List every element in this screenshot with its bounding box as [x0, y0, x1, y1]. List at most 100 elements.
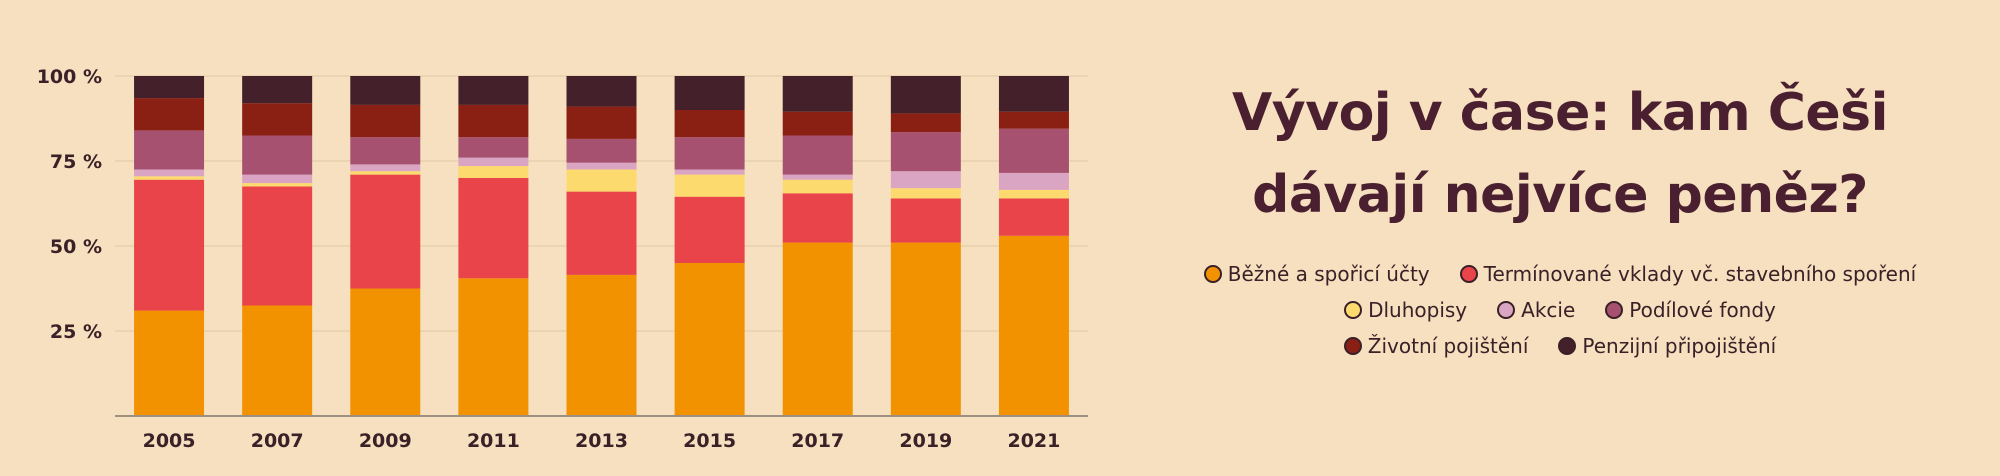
chart-title: Vývoj v čase: kam Češi dávají nejvíce pe…	[1150, 72, 1970, 236]
legend-item-podilove-fondy: Podílové fondy	[1605, 298, 1776, 322]
bar-segment	[674, 196, 745, 263]
legend-swatch	[1203, 265, 1222, 283]
bar-segment	[134, 176, 205, 180]
bar-segment	[134, 130, 205, 170]
bar-segment	[242, 174, 313, 184]
bar-segment	[458, 76, 529, 105]
bar-segment	[782, 179, 853, 194]
legend-swatch	[1497, 301, 1516, 319]
legend-swatch	[1343, 337, 1362, 355]
bar-segment	[458, 157, 529, 167]
bar-segment	[350, 174, 421, 289]
chart-title-line-1: Vývoj v čase: kam Češi	[1232, 83, 1888, 143]
bar-segment	[998, 198, 1069, 236]
bar-segment	[242, 103, 313, 136]
legend-item-dluhopisy: Dluhopisy	[1344, 298, 1467, 322]
bar-segment	[566, 169, 637, 192]
bar-segment	[134, 310, 205, 416]
legend-row-3: Životní pojištění Penzijní připojištění	[1150, 334, 1970, 358]
bar-segment	[566, 106, 637, 139]
bar-segment	[782, 242, 853, 416]
x-tick-label: 2013	[575, 430, 628, 452]
bar-segment	[998, 111, 1069, 129]
bar-segment	[674, 174, 745, 197]
bar-segment	[998, 235, 1069, 416]
legend-label: Dluhopisy	[1368, 298, 1468, 322]
legend-item-akcie: Akcie	[1497, 298, 1575, 322]
bar-segment	[890, 113, 961, 133]
legend-item-terminovane-vklady: Termínované vklady vč. stavebního spořen…	[1459, 262, 1917, 286]
bar-segment	[782, 174, 853, 180]
legend-label: Termínované vklady vč. stavebního spořen…	[1483, 262, 1917, 286]
bar-segment	[458, 137, 529, 158]
x-tick-label: 2007	[251, 430, 304, 452]
legend: Běžné a spořicí účty Termínované vklady …	[1150, 262, 1970, 358]
bar-segment	[566, 274, 637, 416]
legend-item-penzijni-pripojisteni: Penzijní připojištění	[1558, 334, 1776, 358]
legend-row-2: Dluhopisy Akcie Podílové fondy	[1150, 298, 1970, 322]
bar-segment	[242, 186, 313, 306]
bar-segment	[242, 183, 313, 187]
bar-segment	[890, 76, 961, 114]
legend-swatch	[1344, 301, 1363, 319]
legend-swatch	[1459, 265, 1478, 283]
bar-segment	[350, 76, 421, 105]
legend-label: Penzijní připojištění	[1582, 334, 1777, 358]
bar-segment	[674, 169, 745, 175]
legend-row-1: Běžné a spořicí účty Termínované vklady …	[1150, 262, 1970, 286]
bar-segment	[566, 191, 637, 275]
bar-segment	[998, 76, 1069, 112]
x-tick-label: 2005	[143, 430, 196, 452]
legend-swatch	[1558, 337, 1577, 355]
bar-segment	[890, 132, 961, 172]
bar-segment	[674, 110, 745, 138]
bar-segment	[134, 179, 205, 311]
bar-segment	[890, 242, 961, 416]
bar-segment	[458, 104, 529, 138]
y-tick-label: 100 %	[37, 66, 102, 88]
legend-label: Akcie	[1521, 298, 1576, 322]
bar-segment	[242, 76, 313, 104]
x-tick-label: 2017	[791, 430, 844, 452]
bar-segment	[458, 166, 529, 178]
bar-segment	[134, 76, 205, 99]
y-tick-label: 50 %	[50, 236, 102, 258]
bar-segment	[998, 189, 1069, 199]
bar-segment	[350, 164, 421, 172]
x-tick-label: 2015	[683, 430, 736, 452]
bar-segment	[782, 76, 853, 112]
chart-svg: 25 % 50 % 75 % 100 % 2005 2007 2009 2011 2013 201…	[37, 66, 1088, 452]
bar-segment	[566, 162, 637, 170]
x-tick-label: 2019	[899, 430, 952, 452]
bar-segment	[134, 169, 205, 177]
bar-segment	[350, 171, 421, 175]
bar-segment	[782, 111, 853, 136]
x-tick-label: 2011	[467, 430, 520, 452]
legend-swatch	[1605, 301, 1624, 319]
bar-segment	[890, 198, 961, 243]
y-tick-label: 25 %	[50, 321, 102, 343]
bar-segment	[890, 188, 961, 199]
bar-segment	[890, 171, 961, 189]
bar-segment	[134, 98, 205, 131]
legend-label: Běžné a spořicí účty	[1227, 262, 1430, 286]
bar-segment	[458, 178, 529, 279]
bar-segment	[458, 278, 529, 416]
bar-segment	[242, 135, 313, 175]
title-block: Vývoj v čase: kam Češi dávají nejvíce pe…	[1150, 72, 1970, 236]
legend-item-zivotni-pojisteni: Životní pojištění	[1343, 334, 1529, 358]
legend-label: Podílové fondy	[1629, 298, 1776, 322]
bar-segment	[674, 137, 745, 170]
bar-segment	[782, 193, 853, 243]
stacked-bar-chart: 25 % 50 % 75 % 100 % 2005 2007 2009 2011 2013 201…	[37, 66, 1088, 452]
bar-segment	[782, 135, 853, 175]
y-tick-label: 75 %	[50, 151, 102, 173]
bar-segment	[350, 104, 421, 138]
bar-segment	[674, 76, 745, 110]
bar-segment	[242, 305, 313, 416]
bar-segment	[566, 76, 637, 107]
bar-segment	[998, 128, 1069, 173]
legend-label: Životní pojištění	[1367, 334, 1529, 358]
x-tick-label: 2021	[1007, 430, 1060, 452]
x-tick-label: 2009	[359, 430, 412, 452]
